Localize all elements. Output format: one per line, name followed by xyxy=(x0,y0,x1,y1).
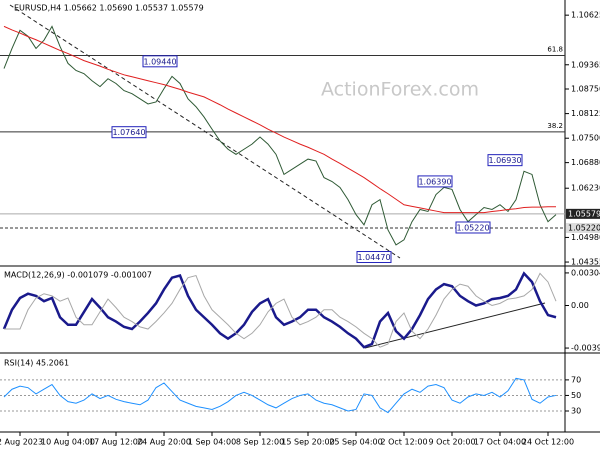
callout-label: 1.04470 xyxy=(357,253,390,262)
fib-label: 61.8 xyxy=(547,46,563,54)
callout-label: 1.07640 xyxy=(112,128,145,137)
y-tick-label: 1.04980 xyxy=(571,233,600,242)
y-tick-label: 1.07500 xyxy=(571,134,600,143)
x-tick-label: 17 Aug 12:00 xyxy=(89,438,143,447)
y-tick-label: 1.09365 xyxy=(571,60,600,69)
price-tag xyxy=(566,208,600,219)
x-tick-label: 8 Sep 12:00 xyxy=(236,438,284,447)
y-tick-label: 1.06230 xyxy=(571,184,600,193)
x-tick-label: 1 Sep 04:00 xyxy=(188,438,236,447)
callout-label: 1.05220 xyxy=(456,223,489,232)
callout-label: 1.06390 xyxy=(418,177,451,186)
series-line xyxy=(3,25,556,214)
callout-box xyxy=(455,221,491,234)
callout-box xyxy=(111,126,147,139)
series-line xyxy=(2,271,557,349)
callout-box xyxy=(417,175,453,188)
y-tick-label: 1.08750 xyxy=(571,84,600,93)
callout-box xyxy=(487,154,523,167)
callout-box xyxy=(356,251,392,264)
y-tick-label: 70 xyxy=(571,375,581,384)
y-tick-label: 1.10625 xyxy=(571,11,600,20)
x-tick-label: 25 Sep 04:00 xyxy=(329,438,382,447)
callout-label: 1.06930 xyxy=(488,156,521,165)
series-line xyxy=(3,377,557,414)
x-tick-label: 2 Oct 12:00 xyxy=(380,438,427,447)
price-tag-label: 1.05579 xyxy=(568,209,600,218)
panel-title: EURUSD,H4 1.05662 1.05690 1.05537 1.0557… xyxy=(14,4,204,13)
watermark: ActionForex.com xyxy=(321,79,479,101)
x-tick-label: 24 Aug 20:00 xyxy=(137,438,191,447)
panel-title: RSI(14) 45.2061 xyxy=(4,359,69,368)
y-tick-label: 0.00 xyxy=(571,301,589,310)
y-tick-label: 0.003046 xyxy=(571,268,600,277)
x-tick-label: 10 Aug 04:00 xyxy=(41,438,95,447)
callout-box xyxy=(142,55,178,68)
callout-label: 1.09440 xyxy=(143,57,176,66)
series-line xyxy=(4,272,557,348)
x-tick-label: 9 Oct 20:00 xyxy=(428,438,475,447)
x-tick-label: 2 Aug 2023 xyxy=(0,438,43,447)
price-tag xyxy=(566,222,600,233)
price-tag-label: 1.05220 xyxy=(568,223,600,232)
y-tick-label: 30 xyxy=(571,407,581,416)
y-tick-label: 50 xyxy=(571,391,581,400)
y-tick-label: 1.08125 xyxy=(571,109,600,118)
panel-title: MACD(12,26,9) -0.001079 -0.001007 xyxy=(4,271,152,280)
y-tick-label: 1.04355 xyxy=(571,258,600,267)
y-tick-label: -0.003981 xyxy=(571,344,600,353)
fib-label: 38.2 xyxy=(547,122,563,130)
series-line xyxy=(3,25,557,246)
trend-line xyxy=(364,302,546,349)
x-tick-label: 24 Oct 12:00 xyxy=(522,438,574,447)
x-tick-label: 15 Sep 20:00 xyxy=(281,438,334,447)
y-tick-label: 1.06880 xyxy=(571,158,600,167)
x-tick-label: 17 Oct 04:00 xyxy=(474,438,526,447)
